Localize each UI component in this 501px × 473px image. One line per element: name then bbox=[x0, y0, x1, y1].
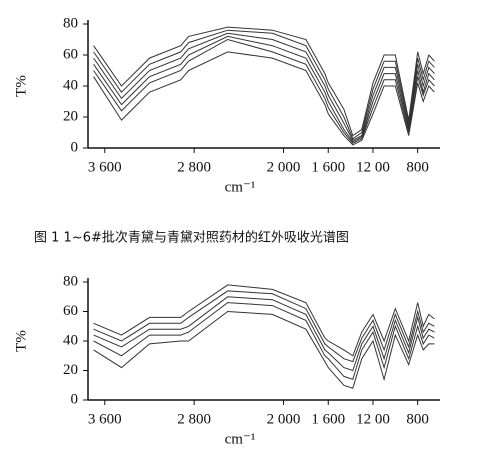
y-tick-label: 80 bbox=[63, 15, 78, 31]
x-tick-label: 2 800 bbox=[177, 159, 211, 175]
x-tick-label: 1 600 bbox=[311, 411, 345, 427]
y-tick-label: 0 bbox=[71, 139, 79, 155]
spectrum-line bbox=[93, 290, 435, 363]
spectrum-line bbox=[93, 296, 435, 372]
x-tick-label: 2 000 bbox=[267, 159, 301, 175]
y-tick-label: 60 bbox=[63, 46, 78, 62]
spectrum-line bbox=[93, 32, 435, 141]
y-tick-label: 0 bbox=[71, 391, 79, 407]
spectrum-line bbox=[93, 302, 435, 381]
x-tick-label: 800 bbox=[406, 411, 429, 427]
y-axis-label: T% bbox=[13, 75, 29, 97]
x-axis-label: cm⁻¹ bbox=[225, 431, 256, 447]
y-tick-label: 80 bbox=[63, 273, 78, 289]
x-tick-label: 12 00 bbox=[356, 411, 390, 427]
y-tick-label: 40 bbox=[63, 332, 78, 348]
x-tick-label: 2 000 bbox=[267, 411, 301, 427]
x-tick-label: 3 600 bbox=[88, 411, 122, 427]
y-tick-label: 40 bbox=[63, 77, 78, 93]
x-tick-label: 12 00 bbox=[356, 159, 390, 175]
spectrum-line bbox=[93, 35, 435, 143]
x-tick-label: 2 800 bbox=[177, 411, 211, 427]
y-axis-label: T% bbox=[13, 330, 29, 352]
spectrum-line bbox=[93, 29, 435, 140]
spectrum-line bbox=[93, 310, 435, 389]
spectrum-line bbox=[93, 38, 435, 144]
x-tick-label: 800 bbox=[406, 159, 429, 175]
spectrum-line bbox=[93, 26, 435, 137]
y-tick-label: 60 bbox=[63, 303, 78, 319]
y-tick-label: 20 bbox=[63, 362, 78, 378]
x-axis-label: cm⁻¹ bbox=[225, 179, 256, 195]
figure-caption: 图 1 1~6#批次青黛与青黛对照药材的红外吸收光谱图 bbox=[34, 230, 349, 246]
x-tick-label: 3 600 bbox=[88, 159, 122, 175]
spectrum-line bbox=[93, 51, 435, 146]
spectrum-line bbox=[93, 284, 435, 357]
x-tick-label: 1 600 bbox=[311, 159, 345, 175]
y-tick-label: 20 bbox=[63, 108, 78, 124]
